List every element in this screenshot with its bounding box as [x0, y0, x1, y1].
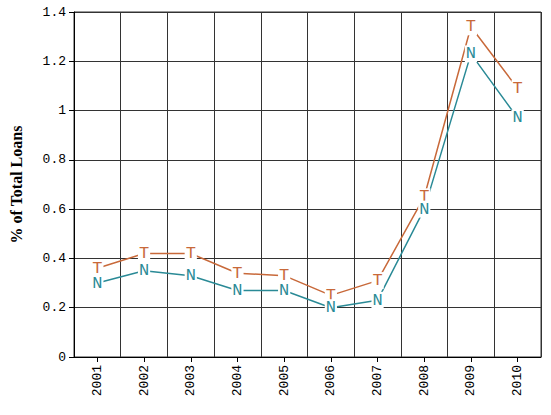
svg-text:T: T	[279, 266, 290, 286]
svg-text:T: T	[232, 264, 242, 283]
svg-text:1: 1	[58, 103, 66, 118]
svg-text:N: N	[279, 281, 289, 300]
svg-text:T: T	[513, 79, 523, 98]
svg-text:T: T	[419, 187, 430, 207]
svg-text:N: N	[372, 291, 382, 310]
svg-text:N: N	[419, 200, 429, 219]
svg-text:T: T	[466, 17, 476, 36]
svg-text:2010: 2010	[510, 365, 525, 396]
svg-text:2007: 2007	[370, 365, 385, 396]
svg-text:0.8: 0.8	[43, 152, 66, 167]
svg-text:N: N	[92, 274, 102, 293]
svg-text:T: T	[186, 244, 196, 263]
svg-text:2005: 2005	[277, 365, 292, 396]
svg-text:T: T	[325, 285, 336, 305]
svg-text:2002: 2002	[137, 365, 152, 396]
svg-text:N: N	[139, 261, 149, 280]
svg-text:N: N	[466, 44, 476, 63]
svg-text:2008: 2008	[417, 365, 432, 396]
svg-text:T: T	[92, 258, 103, 278]
svg-text:0: 0	[58, 350, 66, 365]
svg-text:T: T	[139, 244, 149, 263]
svg-text:0.6: 0.6	[43, 202, 66, 217]
svg-text:1.2: 1.2	[43, 54, 66, 69]
svg-text:2003: 2003	[183, 365, 198, 396]
svg-text:N: N	[186, 266, 196, 285]
svg-text:T: T	[372, 271, 382, 290]
svg-text:2009: 2009	[463, 365, 478, 396]
svg-text:0.4: 0.4	[43, 251, 67, 266]
svg-text:1.4: 1.4	[43, 5, 67, 20]
svg-text:2001: 2001	[90, 365, 105, 396]
svg-text:0.2: 0.2	[43, 300, 66, 315]
svg-text:2006: 2006	[323, 365, 338, 396]
svg-text:N: N	[326, 298, 336, 317]
svg-text:N: N	[232, 281, 242, 300]
svg-text:N: N	[513, 108, 523, 127]
svg-text:% of Total Loans: % of Total Loans	[8, 126, 25, 244]
svg-text:2004: 2004	[230, 365, 245, 396]
